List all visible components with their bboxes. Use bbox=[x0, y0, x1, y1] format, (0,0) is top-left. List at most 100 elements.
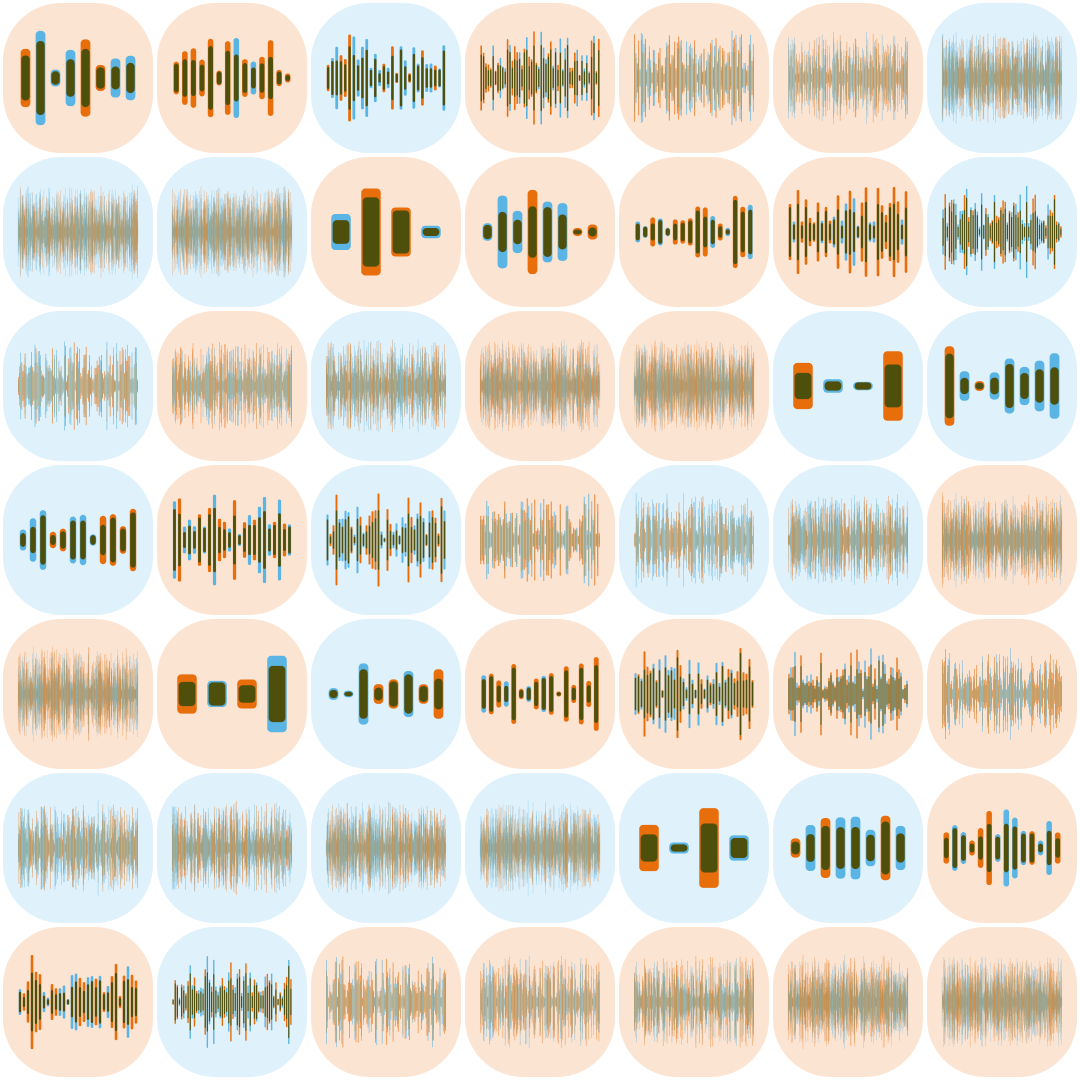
waveform-core bbox=[730, 69, 732, 87]
waveform-core bbox=[679, 45, 681, 111]
waveform-core bbox=[25, 374, 27, 398]
waveform-bar bbox=[984, 53, 985, 103]
waveform-core bbox=[58, 367, 60, 405]
waveform-core bbox=[892, 203, 896, 261]
waveform-core bbox=[73, 353, 75, 419]
waveform-core bbox=[483, 224, 492, 240]
waveform-core bbox=[86, 379, 88, 393]
waveform-core bbox=[81, 48, 90, 108]
waveform-core bbox=[704, 72, 706, 84]
waveform-core bbox=[554, 52, 557, 104]
waveform-core bbox=[720, 70, 722, 86]
waveform-core bbox=[672, 58, 674, 98]
waveform-core bbox=[504, 71, 506, 85]
waveform-core bbox=[1013, 205, 1015, 259]
waveform-core bbox=[425, 68, 428, 88]
waveform-bar bbox=[1013, 47, 1014, 109]
waveform-core bbox=[78, 368, 79, 404]
waveform-bar bbox=[944, 47, 945, 109]
waveform-core bbox=[492, 55, 494, 101]
waveform-tile bbox=[3, 3, 153, 153]
waveform-core bbox=[666, 46, 668, 110]
waveform-core bbox=[54, 359, 55, 413]
waveform-core bbox=[848, 209, 852, 255]
waveform-tile bbox=[311, 311, 461, 461]
waveform-bar bbox=[1018, 71, 1019, 85]
waveform-core bbox=[506, 49, 509, 107]
waveform-core bbox=[698, 62, 700, 94]
waveform-core bbox=[978, 229, 981, 235]
waveform-core bbox=[588, 73, 590, 83]
waveform-core bbox=[526, 49, 528, 107]
waveform-bar bbox=[960, 49, 961, 107]
waveform-core bbox=[26, 377, 28, 395]
waveform-bar bbox=[998, 66, 1000, 90]
waveform-core bbox=[111, 66, 120, 90]
waveform-core bbox=[588, 227, 597, 237]
waveform-core bbox=[647, 64, 649, 92]
waveform-core bbox=[530, 61, 533, 95]
waveform-core bbox=[130, 379, 132, 393]
waveform-bar bbox=[977, 45, 979, 111]
waveform-bar bbox=[1059, 41, 1060, 115]
waveform-core bbox=[45, 357, 47, 415]
waveform-bar bbox=[1006, 44, 1008, 112]
waveform-tile bbox=[311, 3, 461, 153]
waveform-bar bbox=[953, 56, 955, 100]
waveform-core bbox=[511, 67, 514, 89]
waveform-core bbox=[671, 60, 673, 96]
waveform-core bbox=[559, 52, 562, 104]
waveform-core bbox=[36, 40, 45, 116]
waveform-core bbox=[285, 74, 291, 82]
waveform-core bbox=[125, 357, 126, 415]
waveform-bar bbox=[1051, 36, 1052, 120]
waveform-core bbox=[82, 370, 84, 402]
waveform-core bbox=[714, 55, 716, 101]
waveform-core bbox=[852, 211, 856, 253]
waveform-bar bbox=[1003, 37, 1005, 119]
waveform-core bbox=[97, 373, 99, 399]
waveform-core bbox=[391, 55, 394, 101]
waveform-core bbox=[83, 358, 85, 414]
waveform-core bbox=[872, 225, 876, 239]
waveform-core bbox=[118, 382, 120, 390]
waveform-core bbox=[788, 207, 792, 257]
waveform-core bbox=[658, 220, 663, 244]
waveform-bar bbox=[1027, 44, 1028, 112]
waveform-core bbox=[743, 69, 745, 87]
waveform-core bbox=[259, 63, 265, 93]
waveform-core bbox=[29, 372, 30, 400]
waveform-core bbox=[676, 48, 678, 108]
waveform-bar bbox=[1020, 41, 1021, 115]
waveform-bar bbox=[1041, 51, 1042, 105]
waveform-core bbox=[752, 56, 754, 100]
waveform-core bbox=[643, 226, 648, 238]
waveform-core bbox=[804, 206, 808, 258]
waveform-core bbox=[684, 71, 686, 85]
waveform-core bbox=[95, 374, 97, 398]
waveform-core bbox=[1053, 199, 1056, 265]
waveform-bar bbox=[1008, 63, 1009, 93]
waveform-core bbox=[268, 56, 273, 100]
waveform-core bbox=[691, 58, 693, 98]
waveform-bar bbox=[1002, 67, 1003, 89]
waveform-bar bbox=[1047, 35, 1048, 121]
waveform-bar bbox=[972, 66, 973, 90]
waveform-core bbox=[1006, 224, 1008, 240]
waveform-core bbox=[674, 51, 676, 105]
waveform-bar bbox=[1048, 41, 1049, 115]
waveform-core bbox=[74, 383, 76, 389]
waveform-core bbox=[67, 378, 68, 394]
waveform-bar bbox=[1022, 37, 1024, 119]
waveform-core bbox=[19, 372, 20, 400]
waveform-bar bbox=[971, 34, 973, 122]
waveform-bar bbox=[976, 72, 978, 84]
waveform-core bbox=[352, 54, 356, 102]
waveform-bar bbox=[966, 52, 967, 104]
waveform-bar bbox=[986, 70, 988, 86]
waveform-bar bbox=[972, 56, 974, 100]
waveform-core bbox=[708, 62, 710, 94]
waveform-core bbox=[233, 54, 239, 102]
waveform-bar bbox=[949, 59, 951, 97]
waveform-core bbox=[208, 46, 213, 110]
